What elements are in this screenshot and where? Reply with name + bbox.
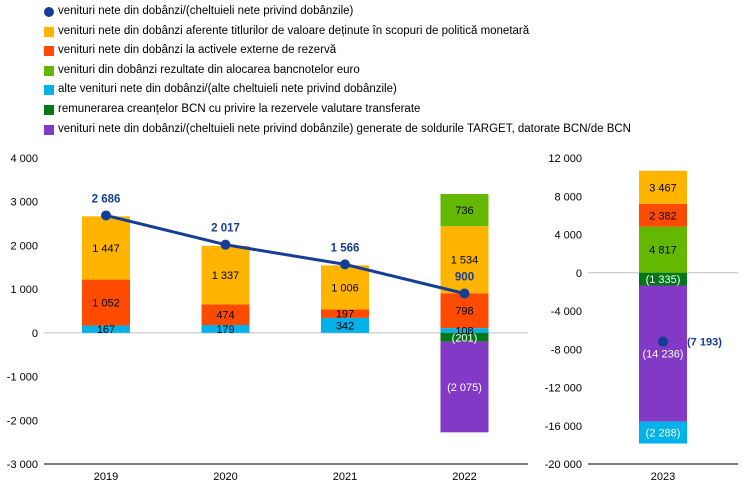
legend-swatch-icon	[44, 104, 54, 115]
y-tick-label: 3 000	[10, 197, 38, 209]
bar-segment-other	[82, 325, 130, 333]
bar-segment-other	[639, 421, 687, 444]
bar-segment-reserves	[440, 293, 489, 329]
bar-segment-reserves	[82, 279, 130, 326]
bar-segment-remuneration	[440, 332, 489, 342]
chart-legend: venituri nete din dobânzi/(cheltuieli ne…	[44, 2, 734, 139]
bar-segment-other	[321, 317, 369, 333]
bar-segment-securities	[321, 265, 369, 310]
bar-segment-reserves	[639, 203, 687, 227]
x-tick-label: 2021	[333, 471, 357, 483]
line-point	[101, 210, 111, 221]
x-tick-label: 2022	[452, 471, 476, 483]
bar-segment-remuneration	[639, 272, 687, 286]
data-label: 179	[216, 324, 234, 336]
y-tick-label: -4 000	[551, 306, 582, 318]
bar-segment-banknotes	[639, 226, 687, 273]
data-label: 1 052	[92, 298, 120, 310]
bar-segment-banknotes	[440, 194, 489, 227]
line-point	[340, 259, 350, 270]
data-label: 1 337	[212, 270, 240, 282]
legend-item: alte venituri nete din dobânzi/(alte che…	[44, 80, 734, 100]
y-tick-label: 12 000	[548, 153, 582, 165]
data-label: 798	[455, 306, 473, 318]
line-point-label: 2 017	[211, 223, 240, 235]
y-tick-label: -2 000	[7, 415, 38, 427]
y-tick-label: 4 000	[10, 153, 38, 165]
legend-item: venituri nete din dobânzi/(cheltuieli ne…	[44, 2, 734, 22]
line-point	[459, 288, 470, 299]
legend-item: remunerarea creanțelor BCN cu privire la…	[44, 100, 734, 120]
legend-swatch-icon	[44, 26, 54, 37]
x-tick-label: 2023	[651, 471, 675, 483]
data-label: 3 467	[649, 182, 677, 194]
y-tick-label: 8 000	[554, 191, 582, 203]
bar-segment-securities	[82, 216, 130, 280]
legend-swatch-icon	[44, 85, 54, 96]
legend-swatch-icon	[44, 65, 54, 76]
y-tick-label: 0	[32, 328, 38, 340]
data-label: (2 288)	[646, 428, 681, 440]
data-label: 2 382	[649, 210, 677, 222]
y-tick-label: 0	[576, 268, 582, 280]
data-label: (201)	[452, 332, 478, 344]
line-point-label: 900	[455, 272, 474, 284]
data-label: (14 236)	[643, 349, 684, 361]
data-label: 342	[336, 320, 354, 332]
legend-label: venituri din dobânzi rezultate din aloca…	[58, 63, 360, 76]
line-point	[658, 336, 668, 347]
legend-item: venituri nete din dobânzi/(cheltuieli ne…	[44, 120, 734, 140]
data-label: 1 006	[331, 282, 359, 294]
data-label: (1 335)	[646, 274, 681, 286]
line-point-label: (7 193)	[687, 337, 722, 349]
data-label: 197	[336, 309, 354, 321]
legend-item: venituri din dobânzi rezultate din aloca…	[44, 61, 734, 81]
data-label: 474	[216, 310, 234, 322]
legend-label: remunerarea creanțelor BCN cu privire la…	[58, 102, 421, 115]
y-tick-label: -12 000	[545, 383, 582, 395]
bar-segment-securities	[639, 170, 687, 204]
line-point	[220, 239, 231, 250]
data-label: 167	[97, 324, 115, 336]
line-point-label: 2 686	[92, 193, 121, 205]
y-tick-label: -20 000	[545, 459, 582, 471]
y-tick-label: -1 000	[7, 372, 38, 384]
bar-segment-target	[639, 285, 687, 422]
y-tick-label: -8 000	[551, 344, 582, 356]
line-series	[105, 213, 465, 295]
legend-label: venituri nete din dobânzi la activele ex…	[58, 44, 337, 57]
legend-swatch-icon	[44, 46, 54, 57]
legend-label: alte venituri nete din dobânzi/(alte che…	[58, 83, 397, 96]
data-label: 1 447	[92, 243, 120, 255]
y-tick-label: 4 000	[554, 230, 582, 242]
legend-swatch-icon	[44, 124, 54, 135]
bar-segment-other	[440, 328, 489, 333]
bar-segment-target	[440, 341, 489, 433]
data-label: 736	[455, 205, 473, 217]
y-tick-label: 1 000	[10, 284, 38, 296]
data-label: 1 534	[451, 255, 479, 267]
legend-label: venituri nete din dobânzi/(cheltuieli ne…	[58, 5, 354, 17]
bar-segment-other	[201, 325, 250, 333]
data-label: 108	[455, 325, 473, 337]
x-tick-label: 2019	[94, 471, 118, 483]
y-tick-label: -3 000	[7, 459, 38, 471]
bar-segment-securities	[201, 245, 250, 305]
y-tick-label: -16 000	[545, 421, 582, 433]
line-point-label: 1 566	[331, 242, 360, 254]
bar-segment-securities	[440, 226, 489, 294]
legend-item: venituri nete din dobânzi la activele ex…	[44, 41, 734, 61]
data-label: (2 075)	[447, 382, 482, 394]
legend-label: venituri nete din dobânzi/(cheltuieli ne…	[58, 122, 631, 135]
x-tick-label: 2020	[213, 471, 237, 483]
bar-segment-reserves	[201, 304, 250, 326]
legend-dot-icon	[44, 7, 54, 17]
y-tick-label: 2 000	[10, 240, 38, 252]
legend-label: venituri nete din dobânzi aferente titlu…	[58, 24, 530, 37]
legend-item: venituri nete din dobânzi aferente titlu…	[44, 22, 734, 42]
data-label: 4 817	[649, 245, 677, 257]
bar-segment-reserves	[321, 309, 369, 318]
